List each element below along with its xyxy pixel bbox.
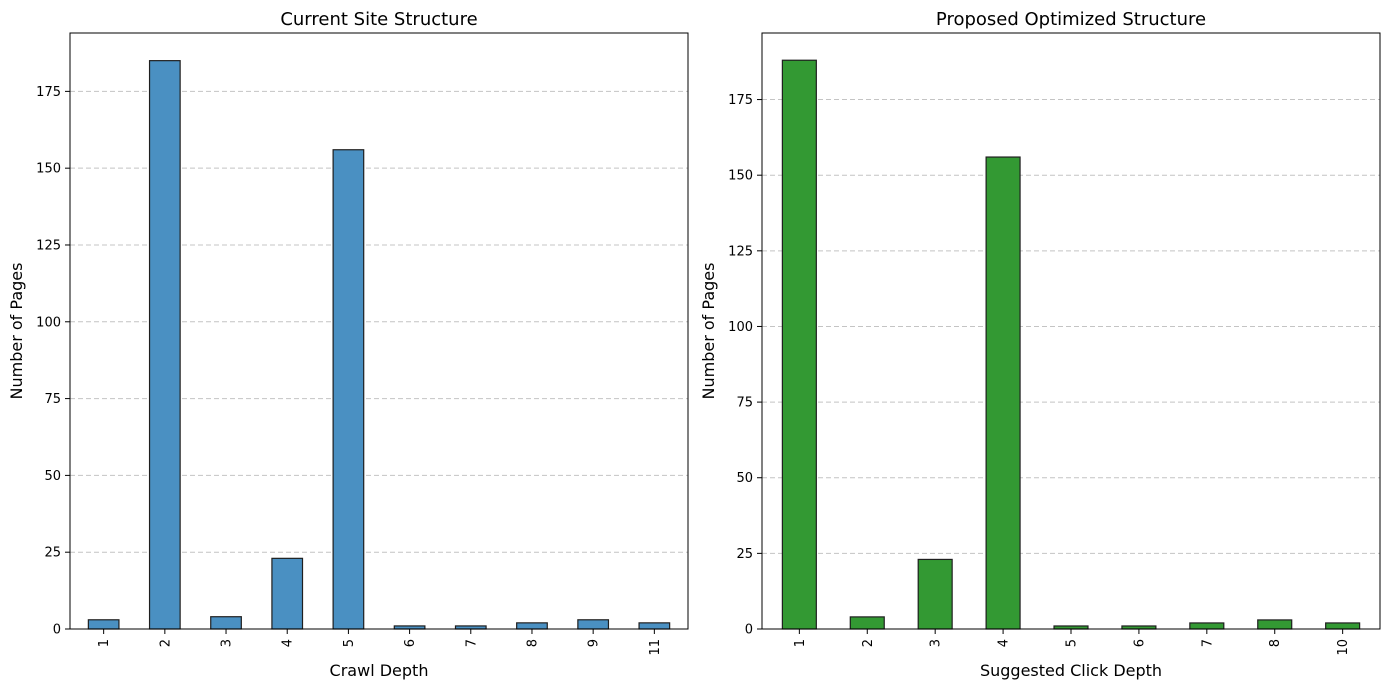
x-tick-label: 6 [403, 639, 418, 647]
y-tick-label: 100 [728, 320, 753, 335]
x-axis-label: Crawl Depth [330, 661, 429, 680]
y-tick-label: 150 [36, 162, 61, 177]
x-tick-label: 9 [587, 639, 602, 647]
y-axis-label: Number of Pages [7, 263, 26, 400]
y-tick-label: 125 [728, 244, 753, 259]
chart-panel-2: 0 25 50 75 100 125 150 175 1 2 3 4 5 6 7 8 10 Proposed Op… [699, 9, 1381, 680]
y-tick-label: 50 [736, 471, 753, 486]
x-tick-label: 4 [281, 639, 296, 647]
y-tick-label: 150 [728, 169, 753, 184]
x-axis-label: Suggested Click Depth [980, 661, 1162, 680]
bar-2 [849, 616, 885, 630]
x-tick-label: 3 [929, 639, 944, 647]
bar-5 [332, 149, 365, 630]
bar-1 [87, 619, 120, 630]
bar-1 [781, 59, 817, 630]
plot-frame [761, 32, 1381, 630]
y-tick-label: 175 [36, 85, 61, 100]
x-tick-label: 7 [464, 639, 479, 647]
y-tick-label: 75 [736, 396, 753, 411]
chart-title: Current Site Structure [280, 9, 477, 30]
x-tick-label: 6 [1132, 639, 1147, 647]
bar-8 [516, 622, 548, 630]
x-tick-label: 4 [997, 639, 1012, 647]
bar-4 [271, 557, 304, 630]
chart-title: Proposed Optimized Structure [936, 9, 1206, 30]
x-tick-label: 10 [1336, 639, 1351, 656]
x-tick-label: 2 [158, 639, 173, 647]
x-tick-label: 3 [220, 639, 235, 647]
x-tick-label: 8 [525, 639, 540, 647]
y-tick-label: 75 [44, 392, 61, 407]
plot-frame [69, 32, 689, 630]
y-tick-label: 50 [44, 469, 61, 484]
bar-9 [577, 619, 610, 630]
x-tick-label: 1 [97, 639, 112, 647]
x-tick-label: 5 [1065, 639, 1080, 647]
y-tick-label: 100 [36, 315, 61, 330]
bar-2 [148, 60, 181, 630]
x-tick-label: 5 [342, 639, 357, 647]
y-tick-label: 25 [44, 546, 61, 561]
bar-8 [1257, 619, 1293, 630]
y-tick-label: 175 [728, 93, 753, 108]
x-tick-label: 2 [861, 639, 876, 647]
y-tick-label: 25 [736, 547, 753, 562]
x-tick-label: 7 [1200, 639, 1215, 647]
x-tick-label: 11 [648, 639, 663, 656]
bar-7 [1189, 622, 1225, 630]
chart-panel-1: 0 25 50 75 100 125 150 175 1 2 3 4 5 6 7 8 9 11 Current Si… [7, 9, 689, 680]
y-tick-label: 125 [36, 238, 61, 253]
y-tick-label: 0 [745, 623, 753, 638]
y-tick-label: 0 [53, 623, 61, 638]
bar-3 [210, 616, 242, 630]
x-tick-label: 1 [793, 639, 808, 647]
x-tick-label: 8 [1268, 639, 1283, 647]
bar-11 [638, 622, 671, 630]
y-axis-label: Number of Pages [699, 263, 718, 400]
bar-10 [1325, 622, 1361, 630]
bar-3 [917, 558, 953, 630]
bar-4 [985, 156, 1021, 630]
